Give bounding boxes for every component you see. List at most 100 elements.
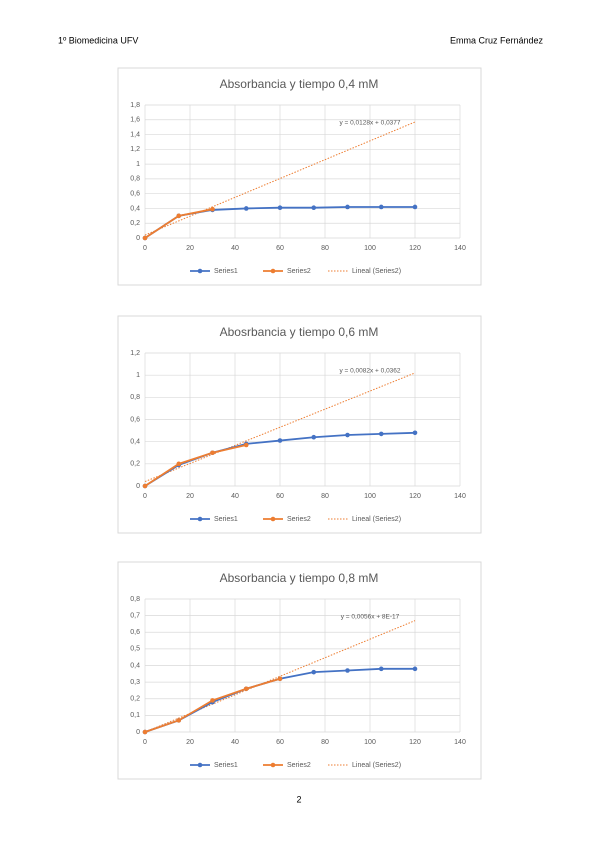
chart-title: Absorbancia y tiempo 0,4 mM [220,77,379,91]
trendline-equation: y = 0,0082x + 0,0362 [339,368,400,375]
data-point [345,668,350,673]
y-tick-label: 0 [136,483,140,490]
legend-label: Lineal (Series2) [352,268,401,275]
y-tick-label: 0,6 [130,629,140,636]
y-tick-label: 0,1 [130,712,140,719]
data-point [277,676,283,682]
chart-frame [117,561,482,780]
chart-title: Absorbancia y tiempo 0,8 mM [220,571,379,585]
data-point [176,213,182,219]
trendline [144,372,416,483]
data-point [311,434,317,440]
legend-marker [197,762,203,768]
legend-marker [270,268,276,274]
y-tick-label: 1,2 [130,146,140,153]
y-tick-label: 0,3 [130,679,140,686]
data-point [243,206,249,211]
x-tick-label: 40 [231,739,239,746]
chart-frame [117,315,482,534]
y-tick-label: 1 [136,161,140,168]
x-tick-label: 0 [143,493,147,500]
data-point [311,205,317,211]
data-point [345,432,350,438]
data-point [243,686,249,692]
y-tick-label: 0,8 [130,176,140,183]
legend-label: Series2 [287,516,311,523]
legend-label: Lineal (Series2) [352,516,401,523]
y-tick-label: 1,2 [130,350,140,357]
data-point [243,442,249,448]
data-point [142,235,148,241]
x-tick-label: 20 [186,493,194,500]
data-point [142,483,148,489]
data-point [210,698,215,703]
data-point [277,205,283,211]
legend-label: Series1 [214,516,238,523]
y-tick-label: 0,5 [130,646,140,653]
chart-title: Abosrbancia y tiempo 0,6 mM [220,325,379,339]
data-point [176,718,182,723]
x-tick-label: 100 [364,245,376,252]
y-tick-label: 0 [136,235,140,242]
data-point [311,669,317,675]
legend-label: Series1 [214,762,238,769]
x-tick-label: 80 [321,493,329,500]
x-tick-label: 140 [454,245,466,252]
x-tick-label: 60 [276,739,284,746]
data-point [378,666,384,672]
x-tick-label: 20 [186,245,194,252]
data-point [378,431,384,437]
x-tick-label: 100 [364,739,376,746]
y-tick-label: 0,6 [130,416,140,423]
legend-label: Lineal (Series2) [352,762,401,769]
x-tick-label: 0 [143,245,147,252]
chart-frame [117,67,482,286]
header-left: 1º Biomedicina UFV [58,35,138,45]
x-tick-label: 80 [321,245,329,252]
x-tick-label: 0 [143,739,147,746]
y-tick-label: 1,4 [130,131,140,138]
legend-label: Series2 [287,762,311,769]
trendline [144,121,416,236]
x-tick-label: 80 [321,739,329,746]
x-tick-label: 60 [276,493,284,500]
data-point [210,450,215,456]
y-tick-label: 0,4 [130,662,140,669]
y-tick-label: 0 [136,729,140,736]
legend-marker [197,516,203,522]
legend-marker [270,516,276,522]
y-tick-label: 1 [136,372,140,379]
data-point [142,729,148,735]
data-point [412,204,418,210]
data-point [210,206,215,212]
data-point [412,430,418,436]
x-tick-label: 120 [409,739,421,746]
y-tick-label: 0,8 [130,596,140,603]
data-point [176,461,182,467]
legend-label: Series1 [214,268,238,275]
y-tick-label: 0,2 [130,220,140,227]
x-tick-label: 40 [231,493,239,500]
x-tick-label: 120 [409,493,421,500]
y-tick-label: 0,2 [130,461,140,468]
page-number: 2 [296,794,301,804]
x-tick-label: 100 [364,493,376,500]
x-tick-label: 140 [454,739,466,746]
data-point [345,204,350,210]
series-line [144,444,247,487]
trendline-equation: y = 0,0128x + 0,0377 [339,120,400,127]
x-tick-label: 40 [231,245,239,252]
y-tick-label: 1,8 [130,102,140,109]
y-tick-label: 0,7 [130,612,140,619]
y-tick-label: 0,4 [130,439,140,446]
data-point [378,204,384,210]
header-right: Emma Cruz Fernández [450,35,544,45]
y-tick-label: 0,2 [130,696,140,703]
y-tick-label: 1,6 [130,117,140,124]
legend-marker [197,268,203,274]
data-point [412,666,418,672]
x-tick-label: 20 [186,739,194,746]
x-tick-label: 120 [409,245,421,252]
